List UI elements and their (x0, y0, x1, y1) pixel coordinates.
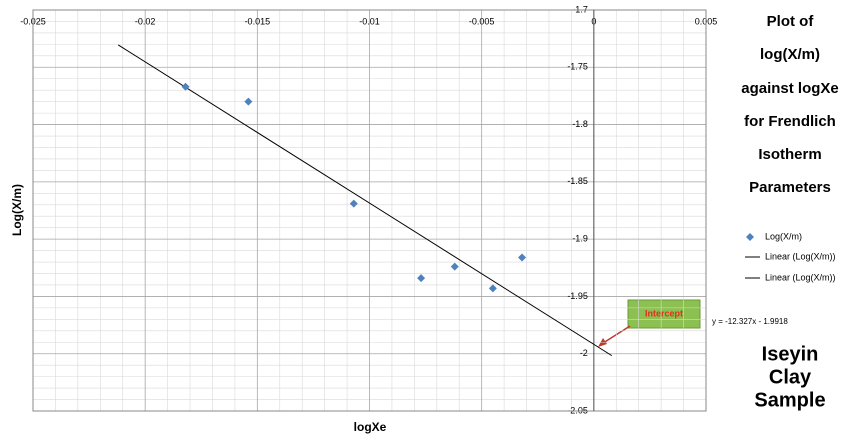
x-axis-title: logXe (354, 420, 387, 434)
side-title: Plot of log(X/m) against logXe for Frend… (741, 13, 839, 196)
data-point (244, 97, 253, 106)
plot-frame (32, 9, 707, 412)
x-tick-label: -0.01 (359, 16, 380, 26)
title-line: log(X/m) (760, 46, 820, 63)
data-point (181, 82, 190, 91)
legend: Log(X/m) Linear (Log(X/m)) Linear (Log(X… (745, 231, 836, 282)
x-tick-label: -0.02 (135, 16, 156, 26)
y-tick-label: -1.75 (567, 62, 588, 72)
legend-label: Linear (Log(X/m)) (765, 272, 836, 282)
y-tick-label: -1.8 (572, 119, 588, 129)
data-point (518, 253, 527, 262)
y-tick-label: -1.9 (572, 234, 588, 244)
title-line: Parameters (749, 179, 831, 196)
title-line: Plot of (767, 13, 815, 30)
y-tick-label: -1.95 (567, 291, 588, 301)
legend-label: Log(X/m) (765, 231, 802, 241)
y-tick-label: -1.85 (567, 176, 588, 186)
y-axis-title: Log(X/m) (10, 184, 24, 236)
title-line: Isotherm (758, 146, 821, 163)
legend-label: Linear (Log(X/m)) (765, 251, 836, 261)
equation: y = -12.327x - 1.9918 (712, 317, 788, 326)
annotation-box (627, 299, 701, 329)
data-point (450, 262, 459, 271)
sample-label: Sample (754, 389, 825, 411)
data-point (349, 199, 358, 208)
x-tick-label: -0.015 (245, 16, 271, 26)
title-line: against logXe (741, 80, 839, 97)
sample-label: Clay (769, 366, 812, 388)
y-tick-label: -1.7 (572, 4, 588, 14)
x-tick-label: -0.005 (469, 16, 495, 26)
annotation: Intercept (645, 308, 683, 318)
y-tick-label: -2 (580, 348, 588, 358)
data-point (488, 284, 497, 293)
trendline (117, 44, 613, 357)
legend-marker (746, 233, 754, 241)
title-line: for Frendlich (744, 113, 836, 130)
y-tick-label: -2.05 (567, 405, 588, 415)
data-point (417, 274, 426, 283)
sample-label: Iseyin (762, 343, 819, 365)
